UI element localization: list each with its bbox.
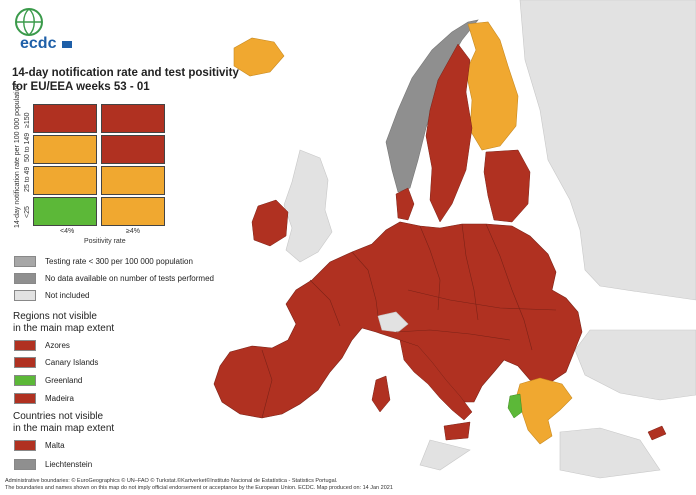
sardinia-region	[371, 375, 391, 413]
row-label-3: <25	[24, 206, 31, 218]
sweden-region	[425, 43, 473, 223]
cyprus-region	[647, 425, 667, 441]
country-item-malta: Malta	[14, 440, 65, 451]
legend-swatch	[14, 273, 36, 284]
region-item-madeira: Madeira	[14, 393, 74, 404]
legend-label: Not included	[45, 291, 90, 300]
matrix-cell-r3c1	[101, 197, 165, 226]
region-item-azores: Azores	[14, 340, 70, 351]
denmark-region	[395, 187, 415, 221]
map-footer: Administrative boundaries: © EuroGeograp…	[5, 478, 393, 492]
matrix-cell-r1c0	[33, 135, 97, 164]
sicily-region	[443, 421, 471, 441]
logo-text: ecdc	[20, 35, 57, 52]
region-label: Canary Islands	[45, 358, 99, 367]
regions-heading: Regions not visible in the main map exte…	[13, 311, 114, 335]
matrix-cell-r0c1	[101, 104, 165, 133]
country-label: Liechtenstein	[45, 460, 93, 469]
albania-region	[507, 393, 523, 419]
row-label-0: ≥150	[24, 112, 31, 128]
region-swatch	[14, 340, 36, 351]
countries-heading-line-1: Countries not visible	[13, 411, 104, 422]
title-line-2: for EU/EEA weeks 53 - 01	[12, 81, 150, 93]
country-swatch	[14, 440, 36, 451]
region-label: Azores	[45, 341, 70, 350]
switzerland-region	[377, 311, 409, 333]
eu-flag-icon	[62, 41, 72, 48]
globe-icon	[15, 8, 43, 36]
col-label-0: <4%	[60, 228, 75, 235]
matrix-y-axis-label: 14-day notification rate per 100 000 pop…	[14, 83, 21, 228]
matrix-cell-r0c0	[33, 104, 97, 133]
regions-heading-line-2: in the main map extent	[13, 323, 115, 334]
matrix-cell-r2c1	[101, 166, 165, 195]
legend-swatch	[14, 256, 36, 267]
region-swatch	[14, 357, 36, 368]
col-label-1: ≥4%	[126, 228, 140, 235]
matrix-x-axis-label: Positivity rate	[84, 238, 126, 245]
matrix-cell-r2c0	[33, 166, 97, 195]
ecdc-logo: ecdc	[10, 5, 82, 63]
region-swatch	[14, 375, 36, 386]
legend-item-no-data: No data available on number of tests per…	[14, 273, 214, 284]
legend-label: Testing rate < 300 per 100 000 populatio…	[45, 257, 193, 266]
country-swatch	[14, 459, 36, 470]
row-label-2: 25 to 49	[24, 166, 31, 192]
legend-swatch	[14, 290, 36, 301]
footer-line-1: Administrative boundaries: © EuroGeograp…	[5, 478, 338, 484]
regions-heading-line-1: Regions not visible	[13, 311, 97, 322]
risk-matrix	[33, 104, 165, 228]
country-borders	[261, 223, 557, 419]
matrix-cell-r1c1	[101, 135, 165, 164]
region-item-greenland: Greenland	[14, 375, 82, 386]
footer-line-2: The boundaries and names shown on this m…	[5, 485, 393, 491]
country-label: Malta	[45, 441, 65, 450]
iceland-region	[233, 37, 285, 77]
row-label-1: 50 to 149	[24, 132, 31, 162]
italy-region	[399, 339, 473, 421]
country-item-liechtenstein: Liechtenstein	[14, 459, 92, 470]
legend-item-testing-rate: Testing rate < 300 per 100 000 populatio…	[14, 256, 193, 267]
region-label: Greenland	[45, 376, 83, 385]
countries-heading: Countries not visible in the main map ex…	[13, 411, 114, 435]
ireland-region	[251, 199, 289, 247]
countries-heading-line-2: in the main map extent	[13, 423, 115, 434]
region-label: Madeira	[45, 394, 74, 403]
legend-item-not-included: Not included	[14, 290, 89, 301]
matrix-cell-r3c0	[33, 197, 97, 226]
region-item-canary-islands: Canary Islands	[14, 357, 98, 368]
finland-region	[465, 21, 519, 151]
title-line-1: 14-day notification rate and test positi…	[12, 67, 239, 79]
region-swatch	[14, 393, 36, 404]
baltics-region	[483, 149, 531, 223]
map-title: 14-day notification rate and test positi…	[12, 66, 239, 94]
legend-label: No data available on number of tests per…	[45, 274, 214, 283]
